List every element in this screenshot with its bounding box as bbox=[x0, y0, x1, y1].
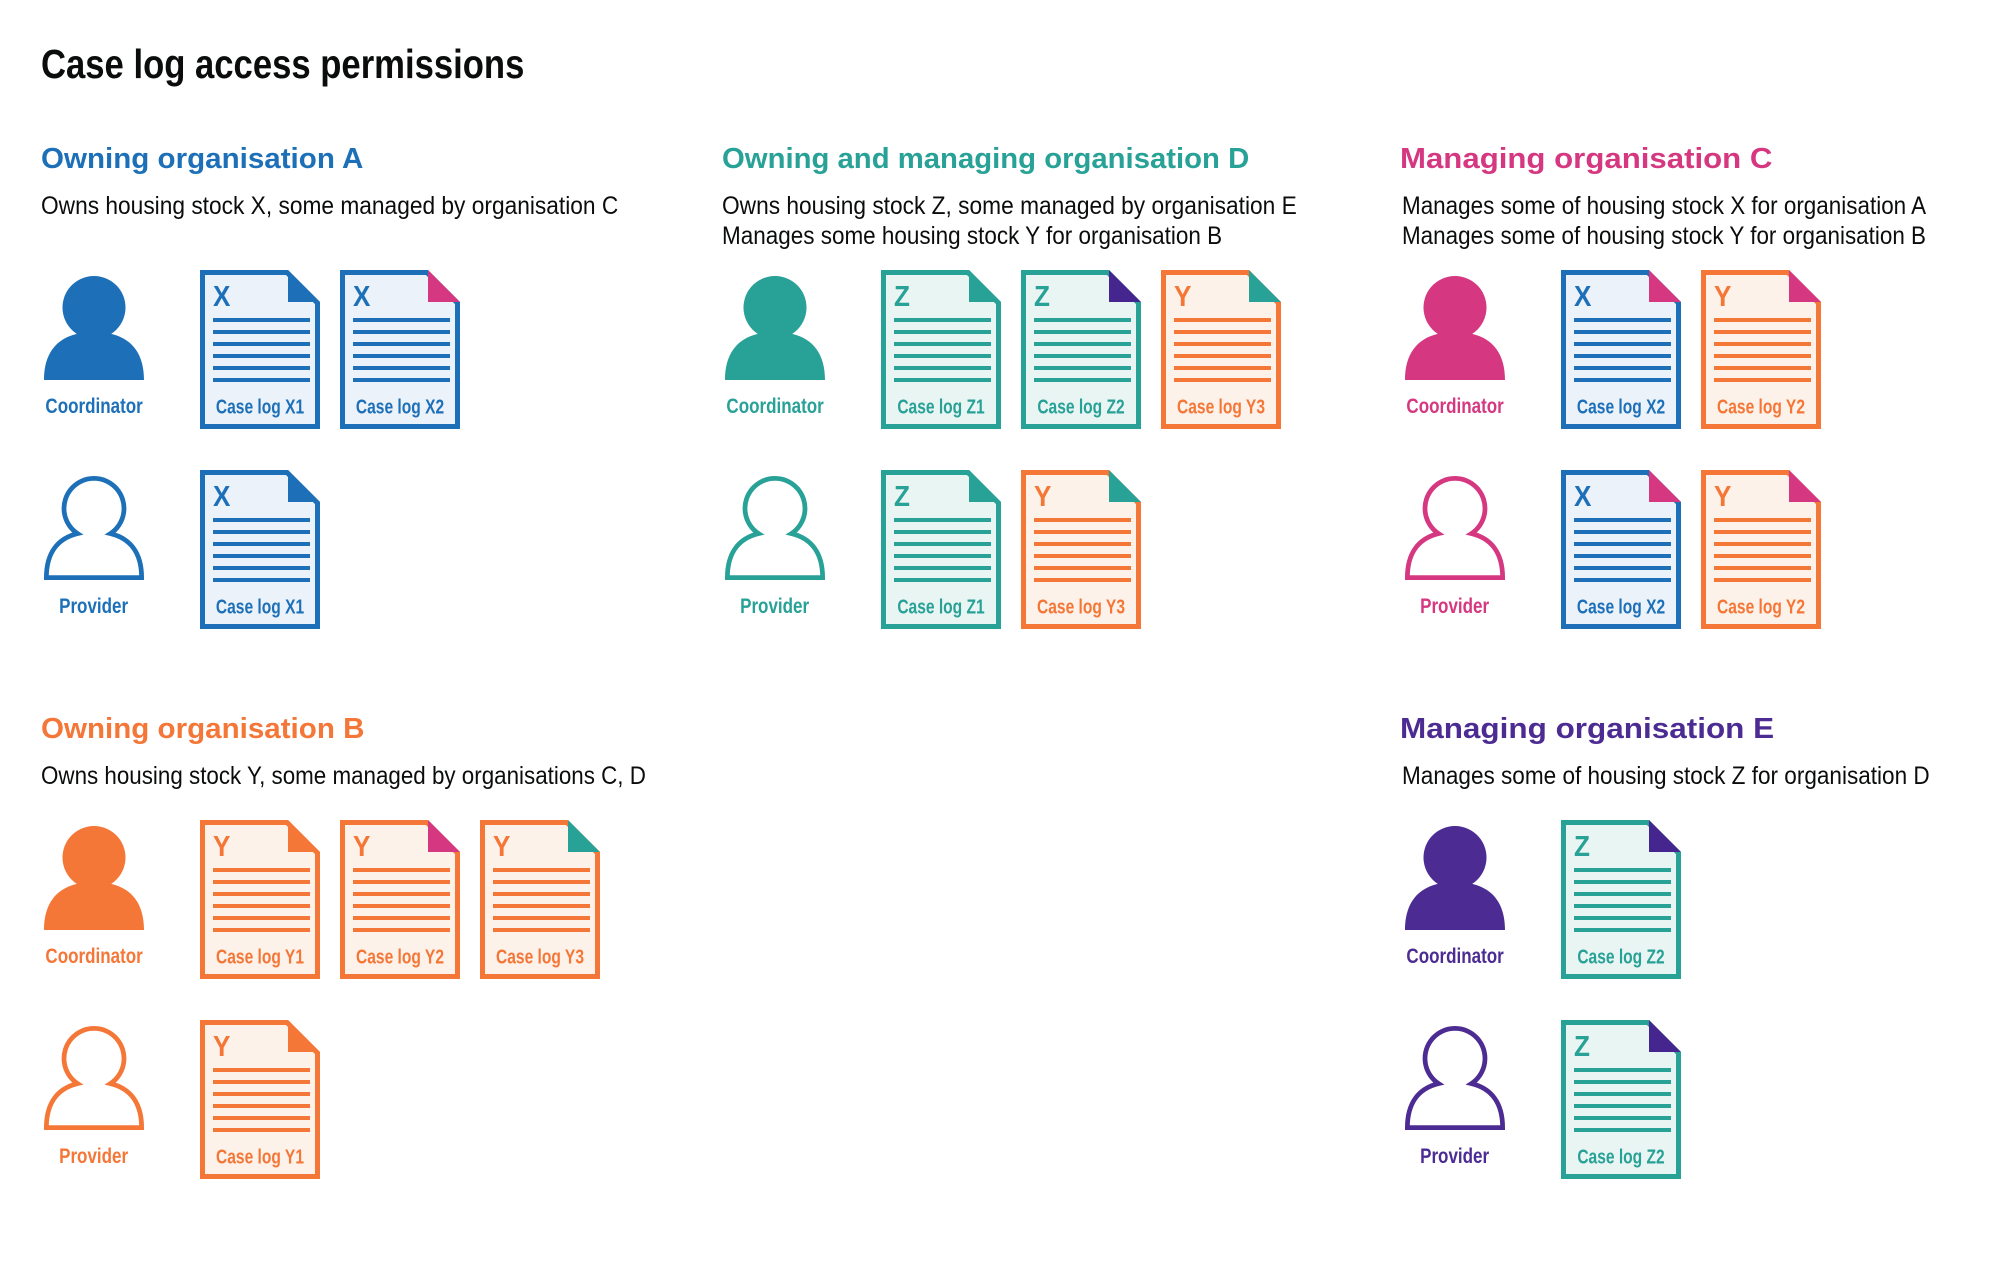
svg-text:Z: Z bbox=[1034, 280, 1050, 313]
svg-text:Case log X1: Case log X1 bbox=[216, 595, 304, 618]
svg-text:X: X bbox=[213, 280, 231, 313]
svg-text:Y: Y bbox=[1174, 280, 1191, 313]
svg-text:Case log Z2: Case log Z2 bbox=[1577, 945, 1664, 968]
svg-text:Z: Z bbox=[1574, 1030, 1590, 1063]
svg-text:Y: Y bbox=[1034, 480, 1051, 513]
svg-text:X: X bbox=[353, 280, 371, 313]
svg-text:Case log Y1: Case log Y1 bbox=[216, 1145, 304, 1168]
svg-text:Case log Z2: Case log Z2 bbox=[1577, 1145, 1664, 1168]
svg-text:Y: Y bbox=[353, 830, 370, 863]
svg-text:Y: Y bbox=[213, 1030, 230, 1063]
svg-text:Case log X2: Case log X2 bbox=[1577, 595, 1665, 618]
svg-text:Y: Y bbox=[1714, 480, 1731, 513]
svg-text:Case log Y3: Case log Y3 bbox=[496, 945, 584, 968]
svg-text:X: X bbox=[1574, 480, 1592, 513]
svg-text:Case log Y3: Case log Y3 bbox=[1037, 595, 1125, 618]
svg-text:Case log Z1: Case log Z1 bbox=[897, 395, 984, 418]
svg-text:Y: Y bbox=[213, 830, 230, 863]
svg-text:Case log Z2: Case log Z2 bbox=[1037, 395, 1124, 418]
svg-text:Case log Y3: Case log Y3 bbox=[1177, 395, 1265, 418]
svg-text:Case log X2: Case log X2 bbox=[356, 395, 444, 418]
svg-text:Case log X1: Case log X1 bbox=[216, 395, 304, 418]
svg-text:Z: Z bbox=[1574, 830, 1590, 863]
svg-text:Case log Y1: Case log Y1 bbox=[216, 945, 304, 968]
svg-text:X: X bbox=[1574, 280, 1592, 313]
svg-text:Z: Z bbox=[894, 480, 910, 513]
svg-text:Z: Z bbox=[894, 280, 910, 313]
svg-text:Case log Y2: Case log Y2 bbox=[1717, 595, 1805, 618]
svg-text:X: X bbox=[213, 480, 231, 513]
svg-text:Y: Y bbox=[493, 830, 510, 863]
svg-text:Case log Y2: Case log Y2 bbox=[1717, 395, 1805, 418]
svg-text:Case log Z1: Case log Z1 bbox=[897, 595, 984, 618]
svg-text:Case log Y2: Case log Y2 bbox=[356, 945, 444, 968]
svg-text:Case log X2: Case log X2 bbox=[1577, 395, 1665, 418]
svg-text:Y: Y bbox=[1714, 280, 1731, 313]
